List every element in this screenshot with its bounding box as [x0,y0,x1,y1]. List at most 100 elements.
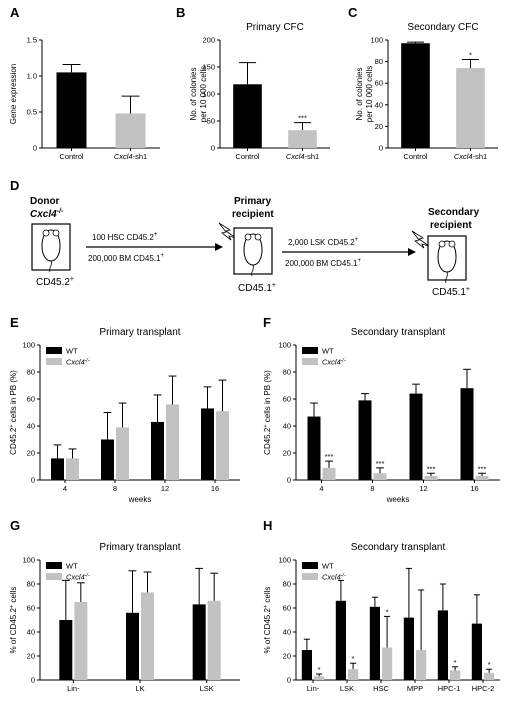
chart-h-y-label: % of CD45.2+ cells [263,587,272,654]
chart-h-y-tick-label: 100 [278,556,291,565]
chart-a-bar [115,113,146,148]
panel-label-h: H [263,518,272,533]
chart-e-bar [151,421,164,480]
chart-h-secondary-transplant-populations: Secondary transplant 0 20 40 60 80 100 % of CD4… [263,542,500,693]
chart-e-y-tick-label: 0 [31,476,35,485]
chart-b-y-tick-label: 100 [202,90,215,99]
chart-h-x-tick-label: LSK [340,684,354,693]
chart-g-legend-swatch [46,573,62,580]
irradiation-icon-1 [218,222,237,241]
chart-h-x-tick-label: HSC [373,684,389,693]
chart-e-y-tick-label: 80 [27,368,35,377]
chart-g-bar [192,604,206,680]
chart-b-significance: *** [298,114,307,123]
chart-b-y-tick-label: 0 [211,144,215,153]
chart-a-x-tick-label: Control [59,152,84,161]
chart-f-x-label: weeks [386,495,410,504]
chart-h-bar [437,610,448,680]
chart-a-gene-expression: 0 0.5 1.0 1.5 Gene expression Control Cxcl4-sh… [9,36,160,161]
chart-c-y-label-line2: per 10 000 cells [365,66,374,122]
primary-recipient-label-1: Primary [234,196,272,207]
secondary-recipient-mouse-icon [437,240,457,284]
chart-g-y-tick-label: 80 [27,580,35,589]
chart-b-x-tick-label: Cxcl4-sh1 [286,152,319,161]
chart-a-x-tick-label: Cxcl4-sh1 [114,152,147,161]
chart-g-bar [207,600,221,680]
chart-f-secondary-transplant-pb: Secondary transplant 0 20 40 60 80 100 CD45.2+ … [263,327,500,504]
chart-e-bar [116,427,129,480]
chart-b-primary-cfc: Primary CFC 0 50 100 150 200 No. of colonies pe… [189,22,330,161]
secondary-recipient-label-2: recipient [430,220,472,231]
chart-e-x-label: weeks [128,495,152,504]
chart-h-bar [471,623,482,680]
chart-g-bar [74,602,88,680]
chart-f-legend-label: Cxcl4-/- [322,358,346,367]
chart-e-y-label: CD45.2+ cells in PB (%) [9,370,18,455]
chart-f-legend-label: WT [322,347,334,356]
chart-e-y-tick-label: 60 [27,395,35,404]
chart-g-bar [141,592,154,680]
chart-c-y-label-line1: No. of colonies [355,68,364,121]
transplant-diagram: Donor Cxcl4-/- CD45.2+ 100 HSC CD45.2+ 2… [30,196,480,298]
chart-e-bar [51,458,64,480]
chart-h-y-tick-label: 20 [283,652,291,661]
chart-h-bar [382,647,393,680]
chart-g-y-tick-label: 40 [27,628,35,637]
chart-h-bar [450,670,461,680]
chart-h-y-tick-label: 0 [287,676,291,685]
chart-g-bar [126,612,139,680]
chart-e-x-tick-label: 16 [211,484,219,493]
chart-c-y-tick-label: 0 [379,144,383,153]
chart-c-bar [401,43,430,148]
chart-e-legend-label: Cxcl4-/- [66,358,90,367]
chart-h-bar [403,617,414,680]
chart-f-y-tick-label: 40 [283,422,291,431]
chart-c-x-tick-label: Cxcl4-sh1 [454,152,487,161]
chart-e-legend-swatch [46,347,62,354]
chart-a-bar [56,72,87,148]
primary-recipient-marker: CD45.1+ [238,282,276,294]
donor-marker: CD45.2+ [36,276,74,288]
panel-label-e: E [10,315,19,330]
chart-a-y-tick-label: 1.5 [27,36,37,45]
chart-h-y-tick-label: 40 [283,628,291,637]
chart-f-bar [373,473,387,480]
chart-e-bar [66,458,79,480]
panel-label-c: C [348,5,358,20]
chart-h-significance: * [386,607,389,616]
chart-b-y-tick-label: 150 [202,63,215,72]
chart-g-primary-transplant-populations: Primary transplant 0 20 40 60 80 100 % of CD45.… [9,542,240,693]
chart-f-y-tick-label: 100 [278,341,291,350]
chart-a-y-tick-label: 0 [33,144,37,153]
chart-f-significance: *** [478,464,487,473]
chart-c-secondary-cfc: Secondary CFC 0 20 40 60 80 100 No. of colonies… [355,22,498,161]
chart-e-bar [201,408,214,480]
chart-h-x-tick-label: MPP [407,684,423,693]
chart-b-x-tick-label: Control [235,152,260,161]
chart-e-legend-swatch [46,358,62,365]
arrow2-top-label: 2,000 LSK CD45.2+ [288,237,359,247]
chart-f-y-tick-label: 60 [283,395,291,404]
chart-h-bar [348,669,359,680]
chart-h-title: Secondary transplant [351,542,446,553]
chart-f-legend-swatch [302,347,318,354]
chart-f-x-tick-label: 4 [319,484,323,493]
chart-c-y-tick-label: 20 [375,122,383,131]
chart-g-y-tick-label: 0 [31,676,35,685]
chart-c-y-tick-label: 100 [370,36,383,45]
chart-f-title: Secondary transplant [351,327,446,338]
chart-a-y-label: Gene expression [9,64,18,124]
chart-e-bar [166,404,179,480]
donor-label: Donor [30,196,60,207]
chart-e-x-tick-label: 12 [161,484,169,493]
chart-h-significance: * [488,660,491,669]
chart-g-legend-swatch [46,562,62,569]
chart-g-title: Primary transplant [99,542,180,553]
chart-g-y-tick-label: 20 [27,652,35,661]
chart-h-bar [301,650,312,680]
chart-h-significance: * [352,654,355,663]
chart-g-y-label: % of CD45.2+ cells [9,587,18,654]
chart-h-significance: * [318,665,321,674]
chart-c-x-tick-label: Control [403,152,428,161]
